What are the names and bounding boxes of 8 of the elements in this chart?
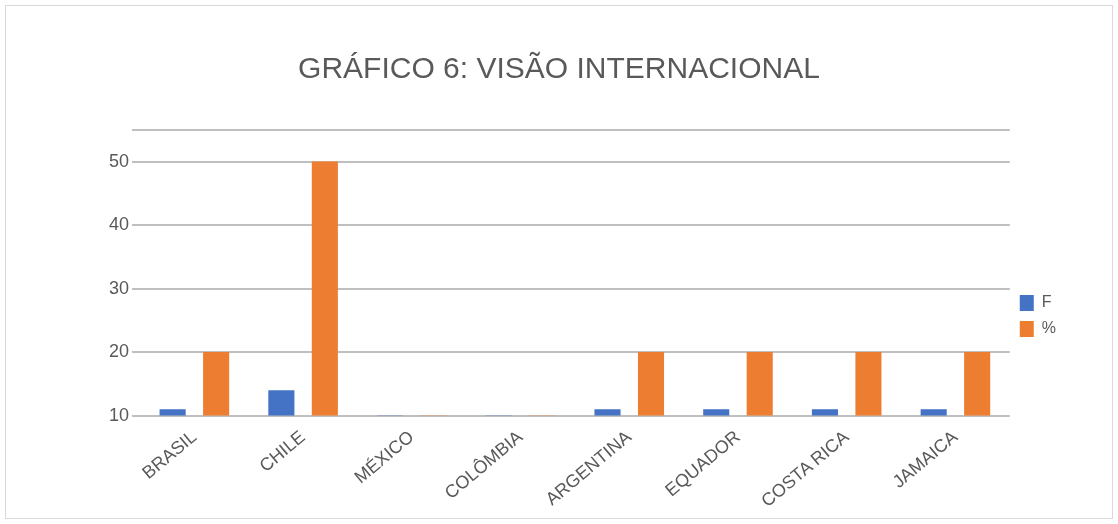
y-tick-label: 20: [108, 341, 130, 362]
y-tick-label: 10: [108, 404, 130, 425]
y-tick-label: 50: [108, 150, 130, 171]
legend-label: F: [1041, 293, 1052, 311]
chart-title: GRÁFICO 6: VISÃO INTERNACIONAL: [297, 51, 821, 85]
y-tick-label: 40: [108, 214, 130, 235]
y-tick-label: 30: [108, 277, 130, 298]
legend-label: %: [1041, 319, 1057, 337]
